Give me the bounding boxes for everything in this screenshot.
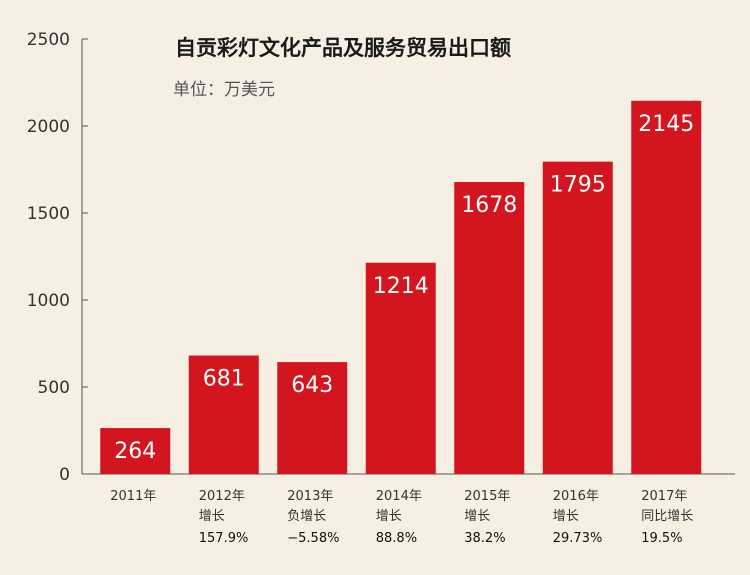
x-tick-growth-rate: 19.5%	[641, 531, 682, 546]
x-tick-growth-rate: 157.9%	[199, 531, 249, 546]
bar	[631, 100, 702, 475]
bar-value-label: 681	[203, 367, 245, 392]
bar-value-label: 643	[291, 373, 333, 398]
y-tick-label: 2000	[27, 117, 70, 137]
x-tick-note: 增长	[199, 509, 225, 524]
x-tick-note: 增长	[553, 509, 579, 524]
y-tick-label: 1000	[27, 291, 70, 311]
y-tick-label: 500	[38, 378, 70, 398]
y-axis: 0 500 1000 1500 2000 2500	[27, 30, 735, 485]
y-tick-label: 2500	[27, 30, 70, 50]
x-tick-year: 2013年	[287, 489, 333, 504]
x-tick-year: 2016年	[553, 489, 599, 504]
bar	[542, 161, 613, 475]
x-tick-growth-rate: 38.2%	[464, 531, 505, 546]
chart-subtitle: 单位：万美元	[173, 80, 275, 100]
bar-value-label: 1795	[550, 173, 606, 198]
x-tick-note: 同比增长	[641, 509, 693, 524]
bar-value-label: 264	[114, 439, 156, 464]
x-tick-growth-rate: 29.73%	[553, 531, 603, 546]
bar-value-label: 2145	[638, 112, 694, 137]
x-tick-year: 2012年	[199, 489, 245, 504]
x-tick-note: 增长	[464, 509, 490, 524]
bar-value-label: 1678	[461, 193, 517, 218]
bars-group: 264 681 643 1214 1678 1795 2145	[100, 100, 702, 475]
y-tick-label: 1500	[27, 204, 70, 224]
x-tick-growth-rate: 88.8%	[376, 531, 417, 546]
bar	[100, 428, 171, 474]
x-tick-year: 2017年	[641, 489, 687, 504]
bar	[188, 355, 259, 474]
bar-value-label: 1214	[373, 274, 429, 299]
chart-title: 自贡彩灯文化产品及服务贸易出口额	[175, 36, 511, 60]
x-tick-year: 2011年	[110, 489, 156, 504]
x-tick-note: 负增长	[287, 509, 326, 524]
y-tick-label: 0	[59, 465, 70, 485]
x-tick-year: 2015年	[464, 489, 510, 504]
x-tick-growth-rate: −5.58%	[287, 531, 339, 546]
bar	[277, 362, 348, 474]
bar	[365, 262, 436, 474]
x-tick-year: 2014年	[376, 489, 422, 504]
bar	[454, 182, 525, 474]
x-tick-note: 增长	[376, 509, 402, 524]
